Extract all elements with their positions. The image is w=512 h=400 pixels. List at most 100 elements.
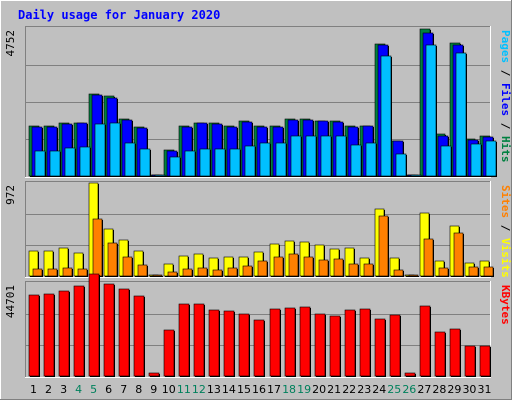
bar-kbytes-day-30 xyxy=(464,345,476,377)
bar-pages-day-12 xyxy=(199,148,211,177)
day-label-8: 8 xyxy=(135,383,142,396)
bar-kbytes-day-7 xyxy=(118,288,130,377)
bar-kbytes-day-6 xyxy=(103,283,115,377)
day-label-15: 15 xyxy=(237,383,251,396)
panel-visits-max-label: 972 xyxy=(4,185,17,205)
bar-kbytes-day-31 xyxy=(479,345,491,377)
panel-usage-legend: Pages / Files / Hits xyxy=(499,30,512,163)
day-label-12: 12 xyxy=(192,383,206,396)
bar-sites-day-29 xyxy=(453,232,464,277)
day-label-2: 2 xyxy=(45,383,52,396)
day-label-23: 23 xyxy=(357,383,371,396)
bar-kbytes-day-15 xyxy=(238,313,250,377)
day-label-21: 21 xyxy=(327,383,341,396)
day-label-10: 10 xyxy=(162,383,176,396)
day-label-26: 26 xyxy=(402,383,416,396)
legend-separator: / xyxy=(499,116,512,136)
legend-kbytes: KBytes xyxy=(499,285,512,325)
bar-shadow xyxy=(412,176,422,177)
bar-kbytes-day-21 xyxy=(329,315,341,377)
day-label-20: 20 xyxy=(312,383,326,396)
bar-pages-day-18 xyxy=(290,135,302,177)
bar-kbytes-day-1 xyxy=(28,294,40,377)
bar-kbytes-day-5 xyxy=(88,273,100,377)
bar-pages-day-19 xyxy=(305,135,317,177)
bar-sites-day-5 xyxy=(92,218,103,277)
bar-kbytes-day-17 xyxy=(269,308,281,377)
bar-sites-day-31 xyxy=(483,266,494,277)
bar-kbytes-day-24 xyxy=(374,318,386,377)
day-label-31: 31 xyxy=(477,383,491,396)
bar-pages-day-9 xyxy=(154,174,166,177)
panel-visits: 972 Sites / Visits xyxy=(4,181,512,278)
chart-title: Daily usage for January 2020 xyxy=(18,8,220,22)
day-label-25: 25 xyxy=(387,383,401,396)
bar-pages-day-2 xyxy=(49,150,61,177)
day-label-14: 14 xyxy=(222,383,236,396)
bar-pages-day-28 xyxy=(440,145,452,177)
bar-pages-day-4 xyxy=(79,146,91,177)
bar-pages-day-20 xyxy=(320,135,332,177)
day-label-24: 24 xyxy=(372,383,386,396)
bar-kbytes-day-20 xyxy=(314,313,326,377)
bar-sites-day-10 xyxy=(167,271,178,277)
bar-kbytes-day-13 xyxy=(208,309,220,377)
bar-pages-day-10 xyxy=(169,156,181,177)
bar-pages-day-25 xyxy=(395,153,407,177)
bar-kbytes-day-4 xyxy=(73,285,85,377)
bar-shadow xyxy=(410,276,419,277)
bar-pages-day-27 xyxy=(425,44,437,177)
bar-pages-day-8 xyxy=(139,148,151,177)
bar-pages-day-6 xyxy=(109,122,121,177)
bar-shadow xyxy=(156,176,166,177)
panel-kbytes-max-label: 44701 xyxy=(4,285,17,318)
bar-sites-day-27 xyxy=(423,238,434,277)
bar-sites-day-23 xyxy=(363,263,374,277)
bar-pages-day-17 xyxy=(275,142,287,177)
bar-pages-day-15 xyxy=(244,145,256,177)
bar-kbytes-day-18 xyxy=(284,307,296,377)
bar-sites-day-12 xyxy=(197,267,208,277)
bar-sites-day-15 xyxy=(242,265,253,277)
legend-separator: / xyxy=(499,63,512,83)
bar-sites-day-16 xyxy=(257,260,268,277)
bar-pages-day-26 xyxy=(410,174,422,177)
day-label-4: 4 xyxy=(75,383,82,396)
bar-pages-day-1 xyxy=(34,150,46,177)
bar-pages-day-16 xyxy=(259,142,271,177)
panel-kbytes: 44701 KBytes xyxy=(4,273,512,378)
day-label-6: 6 xyxy=(105,383,112,396)
bar-kbytes-day-25 xyxy=(389,314,401,377)
bar-pages-day-29 xyxy=(455,52,467,177)
day-label-28: 28 xyxy=(432,383,446,396)
bar-kbytes-day-22 xyxy=(344,309,356,377)
day-label-19: 19 xyxy=(297,383,311,396)
bar-pages-day-24 xyxy=(380,55,392,177)
bar-sites-day-3 xyxy=(62,267,73,277)
day-label-5: 5 xyxy=(90,383,97,396)
bar-shadow xyxy=(154,276,163,277)
bar-pages-day-30 xyxy=(470,143,482,177)
bar-sites-day-17 xyxy=(273,256,284,277)
bar-sites-day-14 xyxy=(227,267,238,277)
legend-pages: Pages xyxy=(499,30,512,63)
bar-pages-day-3 xyxy=(64,147,76,177)
bar-kbytes-day-26 xyxy=(404,372,416,377)
day-label-16: 16 xyxy=(252,383,266,396)
bar-kbytes-day-9 xyxy=(148,372,160,377)
bar-sites-day-11 xyxy=(182,268,193,277)
legend-separator: / xyxy=(499,218,512,238)
panel-visits-legend: Sites / Visits xyxy=(499,185,512,278)
bar-pages-day-31 xyxy=(485,140,497,177)
day-label-13: 13 xyxy=(207,383,221,396)
bar-kbytes-day-19 xyxy=(299,306,311,377)
bar-kbytes-day-2 xyxy=(43,293,55,377)
bar-pages-day-7 xyxy=(124,142,136,177)
bar-kbytes-day-16 xyxy=(253,319,265,377)
day-label-29: 29 xyxy=(447,383,461,396)
bar-sites-day-8 xyxy=(137,264,148,277)
bar-kbytes-day-11 xyxy=(178,303,190,377)
legend-files: Files xyxy=(499,83,512,116)
day-label-11: 11 xyxy=(177,383,191,396)
